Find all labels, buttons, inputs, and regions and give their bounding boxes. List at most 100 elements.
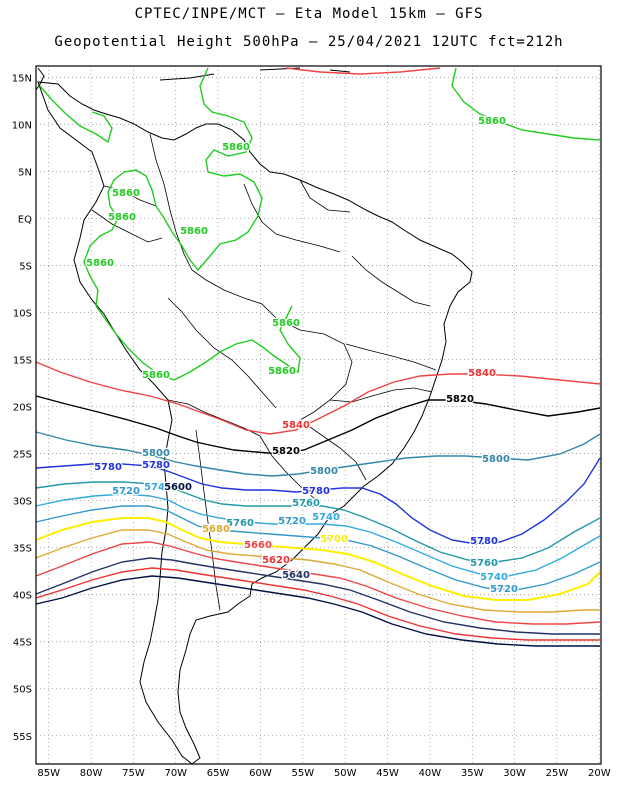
contour-label-5820: 5820 xyxy=(272,446,300,457)
contour-label-5860: 5860 xyxy=(268,366,296,377)
contour-label-5780: 5780 xyxy=(302,486,330,497)
contour-5640 xyxy=(35,557,600,635)
contour-label-5740: 5740 xyxy=(144,482,172,493)
chart-title: CPTEC/INPE/MCT – Eta Model 15km – GFS xyxy=(134,6,484,22)
lat-tick-label: 25S xyxy=(13,450,32,461)
contour-label-5800: 5800 xyxy=(482,454,510,465)
border-line xyxy=(91,209,163,243)
contour-label-5720: 5720 xyxy=(112,486,140,497)
contour-label-5700: 5700 xyxy=(320,534,348,545)
border-line xyxy=(167,399,261,437)
border-line xyxy=(345,343,437,371)
contour-5660 xyxy=(35,541,601,625)
contour-label-5800: 5800 xyxy=(310,466,338,477)
lon-tick-label: 65W xyxy=(207,768,230,779)
contour-label-5780: 5780 xyxy=(94,462,122,473)
contour-labels: 5860 5860 5860 5860 5860 5860 5860 5860 5860 5840… xyxy=(85,115,519,597)
contour-5740 xyxy=(35,493,601,577)
longitude-labels: 85W 80W 75W 70W 65W 60W 55W 50W 45W 40W 35W 30W 25W 2… xyxy=(37,768,610,779)
border-line xyxy=(149,133,277,319)
continent-outline xyxy=(35,67,473,765)
central-america-coast xyxy=(35,67,45,91)
contour-5780 xyxy=(35,457,601,545)
contour-5860 xyxy=(39,85,113,144)
contour-label-5860: 5860 xyxy=(108,212,136,223)
height-contours xyxy=(35,67,601,647)
contour-label-5860: 5860 xyxy=(222,142,250,153)
latitude-labels: 15N 10N 5N EQ 5S 10S 15S 20S 25S 30S 35S 40S 45S 50S 5… xyxy=(12,73,32,742)
contour-5800 xyxy=(35,431,601,477)
contour-5860 xyxy=(83,67,301,381)
country-borders xyxy=(91,133,437,611)
contour-label-5760: 5760 xyxy=(226,518,254,529)
border-line xyxy=(275,317,353,421)
south-america-coastline xyxy=(37,81,473,765)
lon-tick-label: 70W xyxy=(164,768,187,779)
contour-5840 xyxy=(35,361,601,435)
contour-label-5720: 5720 xyxy=(278,516,306,527)
contour-label-5660: 5660 xyxy=(244,540,272,551)
lat-tick-label: 15S xyxy=(13,355,32,366)
border-line xyxy=(329,387,433,403)
lon-tick-label: 85W xyxy=(37,768,60,779)
border-line xyxy=(351,255,431,307)
lat-tick-label: EQ xyxy=(18,214,32,225)
border-line xyxy=(103,185,157,207)
contour-label-5840: 5840 xyxy=(282,420,310,431)
lon-tick-label: 80W xyxy=(80,768,103,779)
contour-label-5760: 5760 xyxy=(292,498,320,509)
lat-tick-label: 20S xyxy=(13,403,32,414)
lon-tick-label: 30W xyxy=(503,768,526,779)
lat-tick-label: 55S xyxy=(13,732,32,743)
lat-tick-label: 5N xyxy=(18,167,32,178)
contour-label-5860: 5860 xyxy=(142,370,170,381)
border-line xyxy=(243,183,341,253)
contour-label-5800: 5800 xyxy=(142,448,170,459)
contour-label-5780: 5780 xyxy=(142,460,170,471)
contour-5700 xyxy=(35,517,601,601)
contour-label-5840: 5840 xyxy=(468,368,496,379)
lon-tick-label: 40W xyxy=(419,768,442,779)
contour-label-5860: 5860 xyxy=(272,318,300,329)
contour-label-5780: 5780 xyxy=(470,536,498,547)
lat-tick-label: 10N xyxy=(12,120,32,131)
caribbean-islands xyxy=(159,67,351,81)
lat-tick-label: 35S xyxy=(13,544,32,555)
map-gridlines xyxy=(36,66,601,764)
lat-tick-label: 30S xyxy=(13,497,32,508)
border-line xyxy=(167,297,277,409)
lon-tick-label: 60W xyxy=(249,768,272,779)
lat-tick-label: 40S xyxy=(13,591,32,602)
lon-tick-label: 45W xyxy=(376,768,399,779)
contour-5680 xyxy=(35,529,600,613)
contour-label-5600: 5600 xyxy=(164,482,192,493)
lat-tick-label: 15N xyxy=(12,73,32,84)
contour-5620 xyxy=(35,567,600,641)
contour-label-5860: 5860 xyxy=(112,188,140,199)
lon-tick-label: 50W xyxy=(334,768,357,779)
lon-tick-label: 20W xyxy=(588,768,611,779)
contour-5720 xyxy=(35,505,601,591)
contour-5600 xyxy=(35,575,600,647)
contour-label-5740: 5740 xyxy=(480,572,508,583)
contour-label-5680: 5680 xyxy=(202,524,230,535)
contour-label-5820: 5820 xyxy=(446,394,474,405)
contour-label-5860: 5860 xyxy=(478,116,506,127)
contour-5860 xyxy=(451,67,601,141)
border-line xyxy=(299,419,367,481)
border-line xyxy=(195,429,221,611)
chart-subtitle: Geopotential Height 500hPa – 25/04/2021 … xyxy=(54,34,564,50)
contour-label-5720: 5720 xyxy=(490,584,518,595)
lon-tick-label: 55W xyxy=(292,768,315,779)
lat-tick-label: 50S xyxy=(13,685,32,696)
lon-tick-label: 75W xyxy=(122,768,145,779)
contour-label-5620: 5620 xyxy=(262,555,290,566)
contour-label-5760: 5760 xyxy=(470,558,498,569)
border-line xyxy=(299,179,351,213)
contour-5820 xyxy=(35,395,601,455)
map-frame xyxy=(35,65,602,765)
lat-tick-label: 5S xyxy=(19,261,32,272)
contour-5840 xyxy=(285,67,441,75)
lon-tick-label: 35W xyxy=(461,768,484,779)
